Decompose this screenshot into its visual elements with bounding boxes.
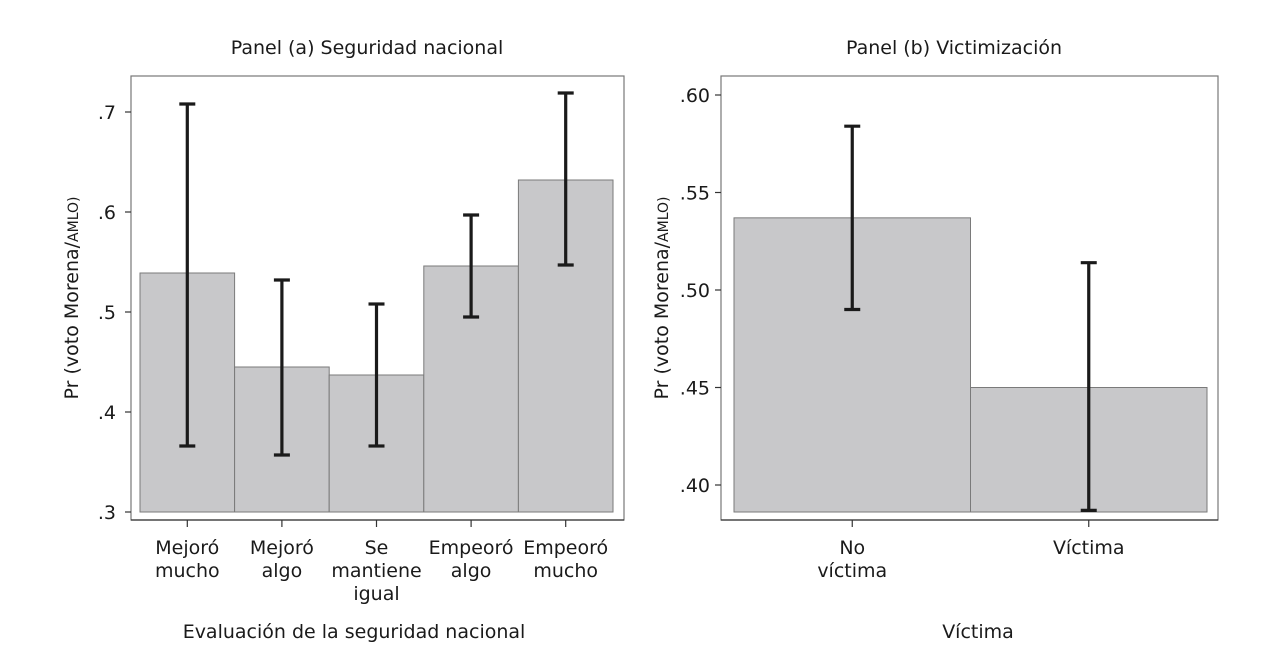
- y-tick-label: .55: [680, 183, 710, 205]
- x-tick-label: Mejoró mucho: [155, 537, 220, 582]
- panel-b-error-bars: [844, 124, 1097, 512]
- error-bar-2: [273, 278, 290, 457]
- panel-b-title: Panel (b) Victimización: [846, 37, 1062, 59]
- error-bar-2: [1080, 261, 1097, 512]
- x-tick-label: Mejoró algo: [250, 537, 314, 582]
- error-bar-5: [557, 91, 574, 267]
- y-tick-label: .6: [98, 202, 116, 224]
- error-bar-1: [844, 124, 861, 312]
- x-tick-label: Víctima: [1053, 537, 1125, 559]
- x-tick-label: Empeoró algo: [429, 537, 514, 582]
- panel-b-y-ticks: .40 .45 .50 .55 .60: [680, 85, 721, 497]
- panel-b-y-label: Pr (voto Morena/AMLO): [651, 196, 673, 399]
- panel-a-y-ticks: .3 .4 .5 .6 .7: [98, 102, 131, 524]
- panel-b: Panel (b) Victimización .40.45.50.55.60 …: [651, 37, 1219, 643]
- panel-b-y-label-small: AMLO): [656, 196, 672, 241]
- panel-a-title: Panel (a) Seguridad nacional: [231, 37, 504, 59]
- panel-a-y-label-small: AMLO): [66, 196, 82, 241]
- error-bar-3: [368, 302, 385, 448]
- error-bar-1: [179, 102, 196, 448]
- x-tick-label: No víctima: [817, 537, 887, 582]
- panel-a-y-label-main: Pr (voto Morena/: [61, 241, 83, 399]
- panel-b-x-label: Víctima: [942, 621, 1014, 643]
- y-tick-label: .7: [98, 102, 116, 124]
- panel-a-x-label: Evaluación de la seguridad nacional: [183, 621, 526, 643]
- y-tick-label: .60: [680, 85, 710, 107]
- y-tick-label: .45: [680, 378, 710, 400]
- error-bar-4: [463, 213, 480, 319]
- panel-b-x-ticks: No víctima Víctima: [817, 520, 1125, 582]
- x-tick-label: Empeoró mucho: [523, 537, 608, 582]
- panel-a-error-bars: [179, 91, 574, 457]
- y-tick-label: .5: [98, 302, 116, 324]
- panel-b-bars: [733, 217, 1208, 513]
- y-tick-label: .40: [680, 475, 710, 497]
- x-tick-label: Se mantiene igual: [331, 537, 421, 605]
- panel-b-y-label-main: Pr (voto Morena/: [651, 241, 673, 399]
- y-tick-label: .50: [680, 280, 710, 302]
- y-tick-label: .3: [98, 502, 116, 524]
- y-tick-label: .4: [98, 402, 116, 424]
- panel-a: Panel (a) Seguridad nacional .3.4.5.6.7 …: [61, 37, 625, 643]
- panel-a-y-label: Pr (voto Morena/AMLO): [61, 196, 83, 399]
